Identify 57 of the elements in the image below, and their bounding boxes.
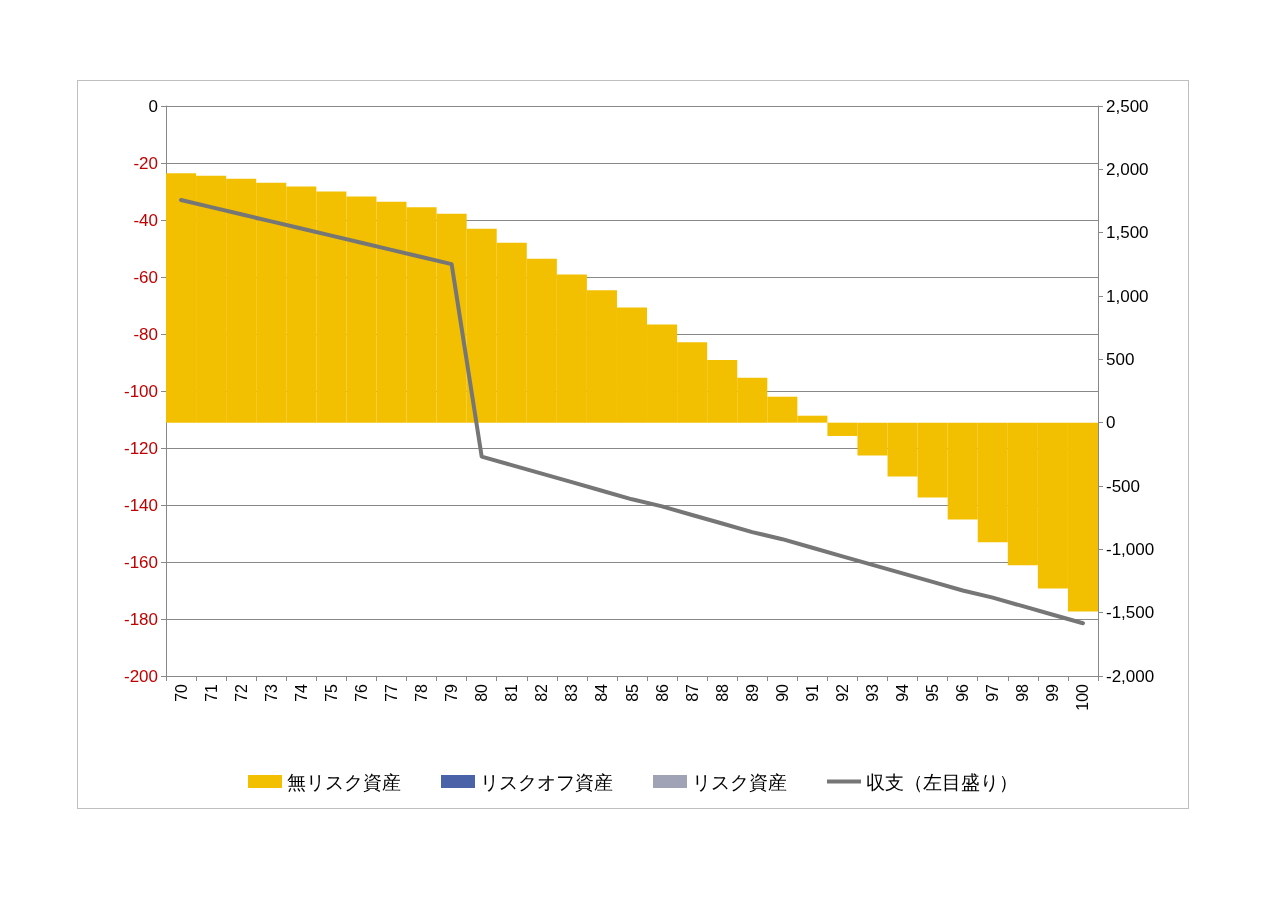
y2-tick-label: -1,500 xyxy=(1106,603,1155,623)
y-tick-label: -80 xyxy=(133,324,158,344)
y-tick-label: -60 xyxy=(133,267,158,287)
y-tick-label: -180 xyxy=(123,609,158,629)
x-tick-label: 85 xyxy=(623,683,641,702)
line-series xyxy=(179,198,1085,626)
x-tick-label: 92 xyxy=(833,683,851,702)
legend-label: リスクオフ資産 xyxy=(480,770,613,793)
legend-label: リスク資産 xyxy=(692,770,787,793)
x-tick-label: 87 xyxy=(683,683,701,702)
x-tick-label: 83 xyxy=(563,683,581,702)
x-tick-label: 79 xyxy=(443,683,461,702)
x-tick-label: 73 xyxy=(262,683,280,702)
x-tick-label: 86 xyxy=(653,683,671,702)
y-tick-label: -160 xyxy=(123,552,158,572)
x-tick-label: 97 xyxy=(984,683,1002,702)
y2-tick-label: 500 xyxy=(1106,349,1135,369)
x-tick-label: 76 xyxy=(352,683,370,702)
x-tick-label: 100 xyxy=(1074,683,1092,711)
y2-tick-label: -1,000 xyxy=(1106,539,1155,559)
x-tick-label: 88 xyxy=(713,683,731,702)
y-tick-label: -200 xyxy=(123,666,158,686)
x-tick-label: 74 xyxy=(292,683,310,702)
y2-tick-label: 0 xyxy=(1106,413,1116,433)
x-tick-label: 94 xyxy=(894,683,912,702)
y2-tick-label: 1,000 xyxy=(1106,286,1149,306)
y2-tick-label: 2,500 xyxy=(1106,96,1149,116)
x-tick-label: 81 xyxy=(503,683,521,702)
y-tick-label: -100 xyxy=(123,381,158,401)
y-tick-label: -20 xyxy=(133,153,158,173)
x-tick-label: 78 xyxy=(413,683,431,702)
x-tick-label: 95 xyxy=(924,683,942,702)
y-tick-label: -140 xyxy=(123,495,158,515)
y2-tick-label: 1,500 xyxy=(1106,223,1149,243)
x-tick-label: 72 xyxy=(232,683,250,702)
x-tick-label: 99 xyxy=(1044,683,1062,702)
legend-label: 無リスク資産 xyxy=(287,770,401,793)
x-tick-label: 90 xyxy=(773,683,791,702)
y-tick-label: -120 xyxy=(123,438,158,458)
x-tick-label: 77 xyxy=(382,683,400,702)
x-tick-label: 71 xyxy=(202,683,220,702)
y-tick-label: 0 xyxy=(148,96,158,116)
y-tick-label: -40 xyxy=(133,210,158,230)
y2-tick-label: -2,000 xyxy=(1106,666,1155,686)
x-tick-label: 91 xyxy=(803,683,821,702)
y2-tick-label: -500 xyxy=(1106,476,1141,496)
x-tick-label: 80 xyxy=(473,683,491,702)
x-tick-label: 98 xyxy=(1014,683,1032,702)
x-tick-label: 84 xyxy=(593,683,611,702)
x-tick-label: 82 xyxy=(533,683,551,702)
x-tick-label: 89 xyxy=(743,683,761,702)
x-tick-label: 96 xyxy=(954,683,972,702)
x-tick-label: 75 xyxy=(322,683,340,702)
x-tick-label: 70 xyxy=(172,683,190,702)
legend-label: 収支（左目盛り） xyxy=(866,770,1018,793)
y2-tick-label: 2,000 xyxy=(1106,159,1149,179)
x-tick-label: 93 xyxy=(864,683,882,702)
